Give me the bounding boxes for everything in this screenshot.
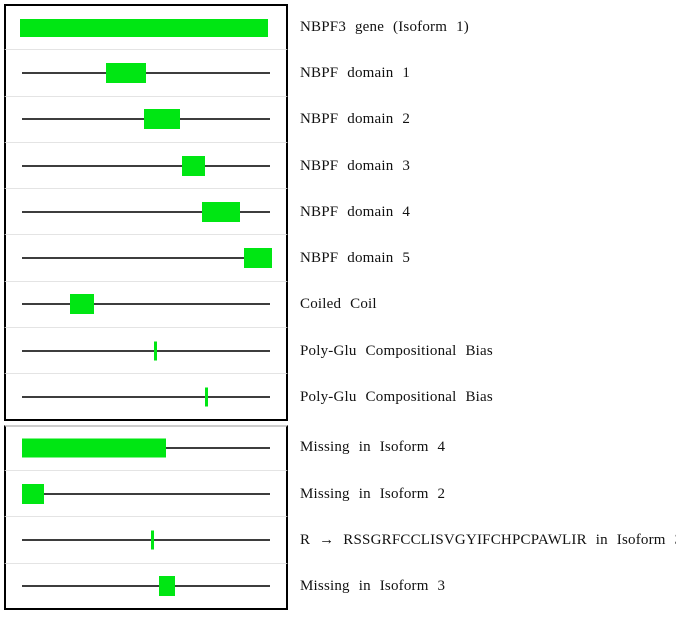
feature-track — [4, 50, 288, 97]
sequence-line — [22, 164, 270, 167]
feature-track — [4, 328, 288, 375]
feature-row: Coiled Coil — [4, 281, 676, 329]
feature-row: NBPF domain 3 — [4, 142, 676, 190]
domain-box-marker — [182, 155, 205, 176]
feature-track — [4, 4, 288, 51]
site-tick-marker — [205, 387, 208, 407]
feature-label: NBPF domain 4 — [300, 203, 411, 220]
region-bar-marker — [22, 438, 166, 458]
feature-label: NBPF domain 2 — [300, 111, 411, 128]
feature-label: NBPF domain 1 — [300, 64, 411, 81]
feature-label: NBPF domain 5 — [300, 250, 411, 267]
feature-label: NBPF domain 3 — [300, 157, 411, 174]
feature-row: Poly-Glu Compositional Bias — [4, 328, 676, 375]
feature-track — [4, 96, 288, 143]
site-tick-marker — [154, 341, 157, 361]
feature-track — [4, 189, 288, 236]
feature-label: Missing in Isoform 4 — [300, 439, 446, 456]
feature-label: Missing in Isoform 3 — [300, 578, 446, 595]
feature-track — [4, 563, 288, 610]
domain-box-marker — [70, 294, 94, 315]
region-box-marker — [159, 575, 175, 596]
sequence-line — [22, 395, 270, 398]
feature-label: R → RSSGRFCCLISVGYIFCHPCPAWLIR in Isofor… — [300, 531, 676, 548]
feature-track — [4, 424, 288, 471]
sequence-line — [22, 584, 270, 587]
feature-track — [4, 374, 288, 421]
domain-box-marker — [202, 201, 240, 222]
feature-row: R → RSSGRFCCLISVGYIFCHPCPAWLIR in Isofor… — [4, 517, 676, 564]
domain-box-marker — [106, 62, 146, 83]
feature-label: Poly-Glu Compositional Bias — [300, 342, 493, 359]
domain-box-marker — [144, 109, 180, 130]
feature-track — [4, 281, 288, 329]
region-box-marker — [22, 483, 44, 504]
feature-label: Poly-Glu Compositional Bias — [300, 389, 493, 406]
gene-bar-marker — [20, 18, 268, 37]
feature-row: Poly-Glu Compositional Bias — [4, 374, 676, 421]
feature-track — [4, 517, 288, 564]
site-tick-marker — [151, 530, 154, 550]
sequence-line — [22, 71, 270, 74]
panel-isoform-features: Missing in Isoform 4 Missing in Isoform 2… — [4, 424, 676, 610]
sequence-line — [22, 257, 270, 260]
feature-label: Missing in Isoform 2 — [300, 485, 446, 502]
sequence-line — [22, 492, 270, 495]
feature-track — [4, 470, 288, 518]
sequence-line — [22, 303, 270, 306]
feature-row: NBPF domain 2 — [4, 96, 676, 143]
panel-canonical-features: NBPF3 gene (Isoform 1) NBPF domain 1 NBPF … — [4, 4, 676, 421]
feature-row: Missing in Isoform 4 — [4, 424, 676, 471]
sequence-line — [22, 349, 270, 352]
feature-track — [4, 142, 288, 190]
domain-box-marker — [244, 248, 272, 269]
feature-row: Missing in Isoform 2 — [4, 470, 676, 518]
feature-row: NBPF domain 5 — [4, 235, 676, 282]
feature-row: Missing in Isoform 3 — [4, 563, 676, 610]
feature-row: NBPF domain 1 — [4, 50, 676, 97]
sequence-line — [22, 538, 270, 541]
sequence-line — [22, 210, 270, 213]
feature-row: NBPF domain 4 — [4, 189, 676, 236]
feature-label: NBPF3 gene (Isoform 1) — [300, 18, 469, 35]
feature-row: NBPF3 gene (Isoform 1) — [4, 4, 676, 51]
feature-track — [4, 235, 288, 282]
feature-label: Coiled Coil — [300, 296, 377, 313]
